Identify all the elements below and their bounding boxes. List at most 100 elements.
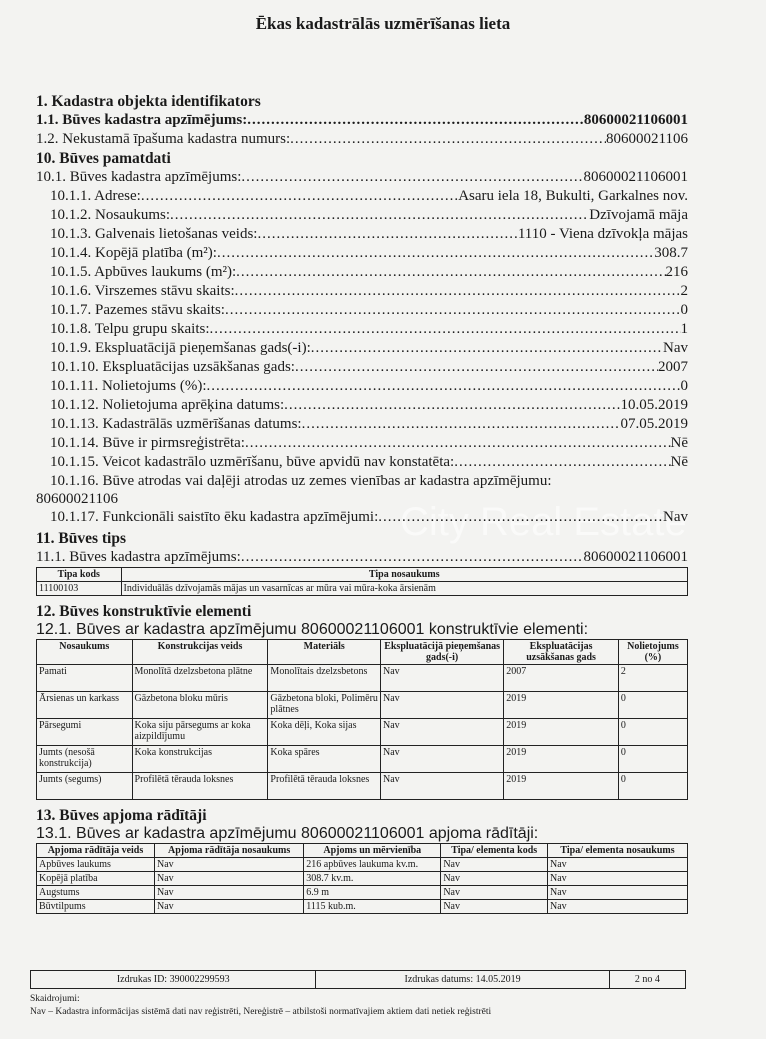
dot-leader: [245, 434, 671, 453]
table-cell: 2019: [503, 745, 619, 773]
table-cell: 6.9 m: [303, 885, 442, 900]
table-cell: 0: [617, 772, 689, 800]
field-value: 2007: [658, 359, 688, 375]
table-cell: Augstums: [36, 885, 155, 900]
building-cadastre-line: 10.1. Būves kadastra apzīmējums: 80600021…: [36, 168, 688, 187]
dot-leader: [311, 339, 663, 358]
table-cell: 216 apbūves laukuma kv.m.: [303, 857, 442, 872]
notes: Skaidrojumi: Nav – Kadastra informācijas…: [30, 993, 686, 1019]
related-buildings-line: 10.1.17. Funkcionāli saistīto ēku kadast…: [36, 508, 688, 527]
table-cell: 2019: [503, 718, 619, 746]
dot-leader: [284, 396, 620, 415]
table-cell: Nav: [440, 871, 549, 886]
field-value: Dzīvojamā māja: [589, 207, 688, 223]
table-row: 11100103 Individuālās dzīvojamās mājas un…: [36, 581, 688, 596]
section-12-subheading: 12.1. Būves ar kadastra apzīmējumu 80600…: [36, 621, 589, 638]
table-cell: Individuālās dzīvojamās mājas un vasarnī…: [120, 581, 688, 596]
section-13-subheading: 13.1. Būves ar kadastra apzīmējumu 80600…: [36, 825, 539, 842]
table-cell: Gāzbetona bloki, Polimēru plātnes: [267, 691, 381, 719]
column-header: Tipa/ elementa kods: [440, 843, 549, 858]
building-data-line: 10.1.1. Adrese: Asaru iela 18, Bukulti, G…: [36, 187, 688, 206]
notes-title: Skaidrojumi:: [30, 994, 80, 1004]
column-header: Nolietojums (%): [617, 639, 689, 665]
building-data-line: 10.1.2. Nosaukums: Dzīvojamā māja: [36, 206, 688, 225]
table-row: Jumts (segums) Profilētā tērauda loksnes P…: [36, 772, 689, 800]
table-cell: 308.7 kv.m.: [303, 871, 442, 886]
table-cell: Monolītā dzelzsbetona plātne: [131, 664, 269, 692]
field-label: 11.1. Būves kadastra apzīmējums:: [36, 549, 241, 565]
column-header: Nosaukums: [36, 639, 133, 665]
field-value: 80600021106001: [583, 549, 688, 565]
table-cell: 2019: [503, 691, 619, 719]
table-cell: Koka dēļi, Koka sijas: [267, 718, 381, 746]
table-cell: Kopējā platība: [36, 871, 155, 886]
field-value: 308.7: [654, 245, 688, 261]
field-label: 10.1.9. Ekspluatācijā pieņemšanas gads(-…: [50, 340, 311, 356]
table-header-row: Nosaukums Konstrukcijas veids Materiāls Eks…: [36, 639, 689, 665]
section-10-heading: 10. Būves pamatdati: [36, 150, 171, 167]
table-header-row: Apjoma rādītāja veids Apjoma rādītāja nos…: [36, 843, 688, 858]
section-11-heading: 11. Būves tips: [36, 530, 127, 547]
table-cell: Nav: [547, 899, 688, 914]
field-value: 07.05.2019: [620, 416, 689, 432]
dot-leader: [247, 111, 584, 130]
table-cell: Nav: [379, 691, 505, 719]
field-label: 10.1.17. Funkcionāli saistīto ēku kadast…: [50, 509, 379, 525]
building-type-table: Tipa kods Tipa nosaukums 11100103 Individuā…: [36, 567, 688, 596]
column-header: Ekspluatācijas uzsākšanas gads: [503, 639, 619, 665]
field-value: 10.05.2019: [620, 397, 689, 413]
field-value: 0: [680, 378, 689, 394]
table-cell: Nav: [440, 857, 549, 872]
table-cell: Koka siju pārsegums ar koka aizpildījumu: [131, 718, 269, 746]
print-id: Izdrukas ID: 390002299593: [29, 970, 317, 989]
table-cell: Nav: [153, 857, 305, 872]
dot-leader: [295, 358, 658, 377]
field-value: Nav: [663, 509, 688, 525]
table-row: Jumts (nesošā konstrukcija) Koka konstruk…: [36, 745, 689, 773]
building-data-line: 10.1.12. Nolietojuma aprēķina datums: 10.…: [36, 396, 688, 415]
table-cell: 2007: [503, 664, 619, 692]
field-value: 80600021106001: [583, 169, 688, 185]
section-12-heading: 12. Būves konstruktīvie elementi: [36, 603, 252, 620]
table-cell: Nav: [379, 664, 505, 692]
field-value: 1110 - Viena dzīvokļa mājas: [517, 226, 688, 242]
dot-leader: [290, 130, 606, 149]
table-cell: Jumts (segums): [36, 772, 133, 800]
table-cell: Koka konstrukcijas: [131, 745, 269, 773]
table-cell: Būvtilpums: [36, 899, 155, 914]
column-header: Apjoms un mērvienība: [303, 843, 442, 858]
section-13-heading: 13. Būves apjoma rādītāji: [36, 807, 207, 824]
field-value: 2: [680, 283, 689, 299]
dot-leader: [217, 244, 654, 263]
field-label: 10.1.7. Pazemes stāvu skaits:: [50, 302, 225, 318]
table-cell: Nav: [440, 885, 549, 900]
column-header: Materiāls: [267, 639, 381, 665]
field-label: 10.1.16. Būve atrodas vai daļēji atrodas…: [50, 473, 552, 489]
table-cell: Apbūves laukums: [36, 857, 155, 872]
field-label: 10.1.5. Apbūves laukums (m²):: [50, 264, 237, 280]
table-header-row: Tipa kods Tipa nosaukums: [36, 567, 688, 582]
dot-leader: [207, 377, 681, 396]
table-cell: Gāzbetona bloku mūris: [131, 691, 269, 719]
field-label: 10.1.2. Nosaukums:: [50, 207, 170, 223]
table-cell: Pamati: [36, 664, 133, 692]
table-cell: 0: [617, 718, 689, 746]
dot-leader: [170, 206, 589, 225]
field-value: 1: [680, 321, 689, 337]
table-cell: Ārsienas un karkass: [36, 691, 133, 719]
building-data-line: 10.1.11. Nolietojums (%): 0: [36, 377, 688, 396]
building-data-line: 10.1.6. Virszemes stāvu skaits: 2: [36, 282, 688, 301]
field-label: 10.1.8. Telpu grupu skaits:: [50, 321, 210, 337]
structural-elements-table: Nosaukums Konstrukcijas veids Materiāls Eks…: [36, 639, 689, 800]
field-value: Nav: [663, 340, 688, 356]
table-cell: Nav: [379, 745, 505, 773]
field-label: 10.1.6. Virszemes stāvu skaits:: [50, 283, 235, 299]
print-date: Izdrukas datums: 14.05.2019: [315, 970, 610, 989]
field-value: Nē: [670, 435, 689, 451]
field-label: 10.1.3. Galvenais lietošanas veids:: [50, 226, 258, 242]
document-title: Ēkas kadastrālās uzmērīšanas lieta: [255, 14, 511, 33]
dot-leader: [225, 301, 681, 320]
notes-text: Nav – Kadastra informācijas sistēmā dati…: [30, 1007, 492, 1017]
table-cell: 2019: [503, 772, 619, 800]
